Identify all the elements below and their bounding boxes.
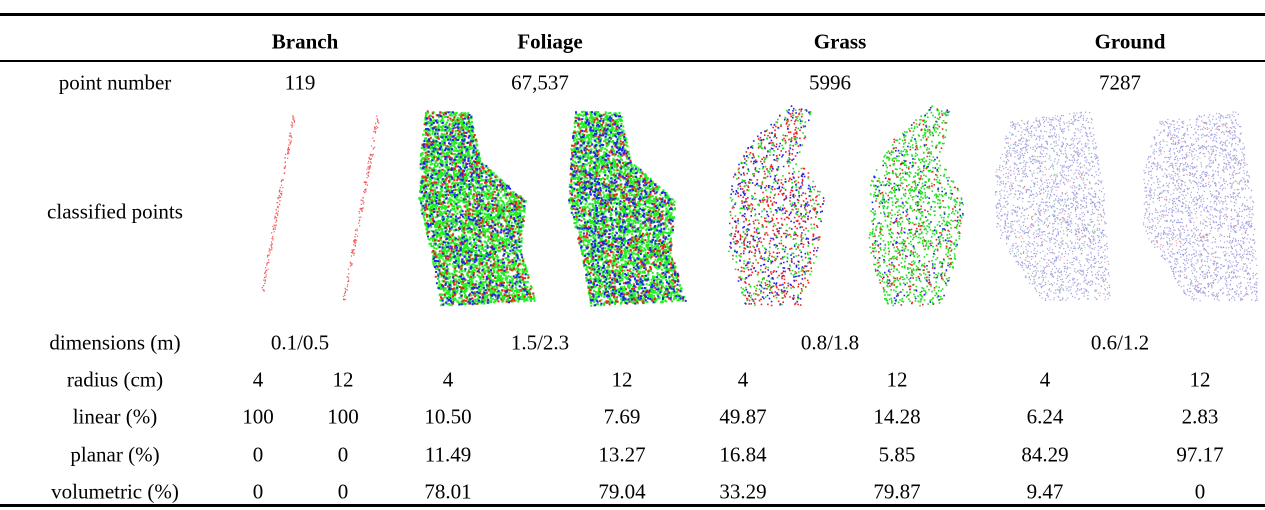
top-rule (0, 13, 1265, 16)
row-label: dimensions (m) (49, 330, 181, 355)
point-cloud (868, 105, 964, 307)
cell: 10.50 (424, 404, 472, 429)
point-cloud (872, 108, 961, 306)
cell: 0.8/1.8 (800, 330, 860, 355)
cell: 67,537 (511, 70, 569, 95)
cell: 0 (252, 442, 264, 467)
point-cloud (342, 115, 380, 301)
cell: 4 (442, 367, 454, 392)
point-cloud (569, 113, 684, 306)
column-header: Branch (271, 29, 339, 54)
cell: 49.87 (719, 404, 767, 429)
cell: 14.28 (873, 404, 921, 429)
row-label: radius (cm) (66, 367, 164, 392)
bottom-rule (0, 504, 1265, 507)
point-cloud (261, 115, 296, 292)
cell: 4 (1039, 367, 1051, 392)
cell: 0 (252, 479, 264, 504)
point-cloud (420, 110, 535, 305)
point-cloud (1143, 112, 1255, 298)
cell: 79.04 (598, 479, 646, 504)
point-cloud (419, 111, 529, 306)
cell: 0.6/1.2 (1090, 330, 1150, 355)
cell: 12 (332, 367, 354, 392)
cell: 16.84 (719, 442, 767, 467)
point-cloud (871, 107, 964, 305)
row-label: point number (58, 70, 172, 95)
row-label: classified points (47, 199, 183, 224)
cell: 0 (1194, 479, 1206, 504)
cell: 13.27 (598, 442, 646, 467)
row-label: linear (%) (72, 404, 158, 429)
cell: 9.47 (1026, 479, 1064, 504)
row-label: planar (%) (70, 442, 160, 467)
cell: 0.1/0.5 (270, 330, 330, 355)
column-header: Ground (1094, 29, 1166, 54)
cell: 100 (242, 404, 274, 429)
cell: 0 (337, 442, 349, 467)
column-header: Grass (813, 29, 867, 54)
cell: 11.49 (424, 442, 472, 467)
cell: 2.83 (1181, 404, 1219, 429)
cell: 119 (284, 70, 316, 95)
cell: 1.5/2.3 (510, 330, 570, 355)
point-cloud (729, 105, 825, 305)
cell: 97.17 (1176, 442, 1224, 467)
cell: 79.87 (873, 479, 921, 504)
cell: 0 (337, 479, 349, 504)
column-header: Foliage (517, 29, 583, 54)
point-cloud (995, 111, 1111, 301)
cell: 78.01 (424, 479, 472, 504)
point-cloud (1143, 111, 1258, 302)
header-rule (0, 60, 1265, 62)
cell: 12 (611, 367, 633, 392)
cell: 7.69 (603, 404, 641, 429)
cell: 5.85 (878, 442, 916, 467)
cell: 5996 (809, 70, 851, 95)
cell: 33.29 (719, 479, 767, 504)
cell: 12 (886, 367, 908, 392)
cell: 12 (1189, 367, 1211, 392)
cell: 4 (252, 367, 264, 392)
cell: 6.24 (1026, 404, 1064, 429)
cell: 4 (737, 367, 749, 392)
point-cloud (568, 111, 687, 307)
cell: 7287 (1099, 70, 1141, 95)
row-label: volumetric (%) (51, 479, 179, 504)
cell: 100 (327, 404, 359, 429)
cell: 84.29 (1021, 442, 1069, 467)
